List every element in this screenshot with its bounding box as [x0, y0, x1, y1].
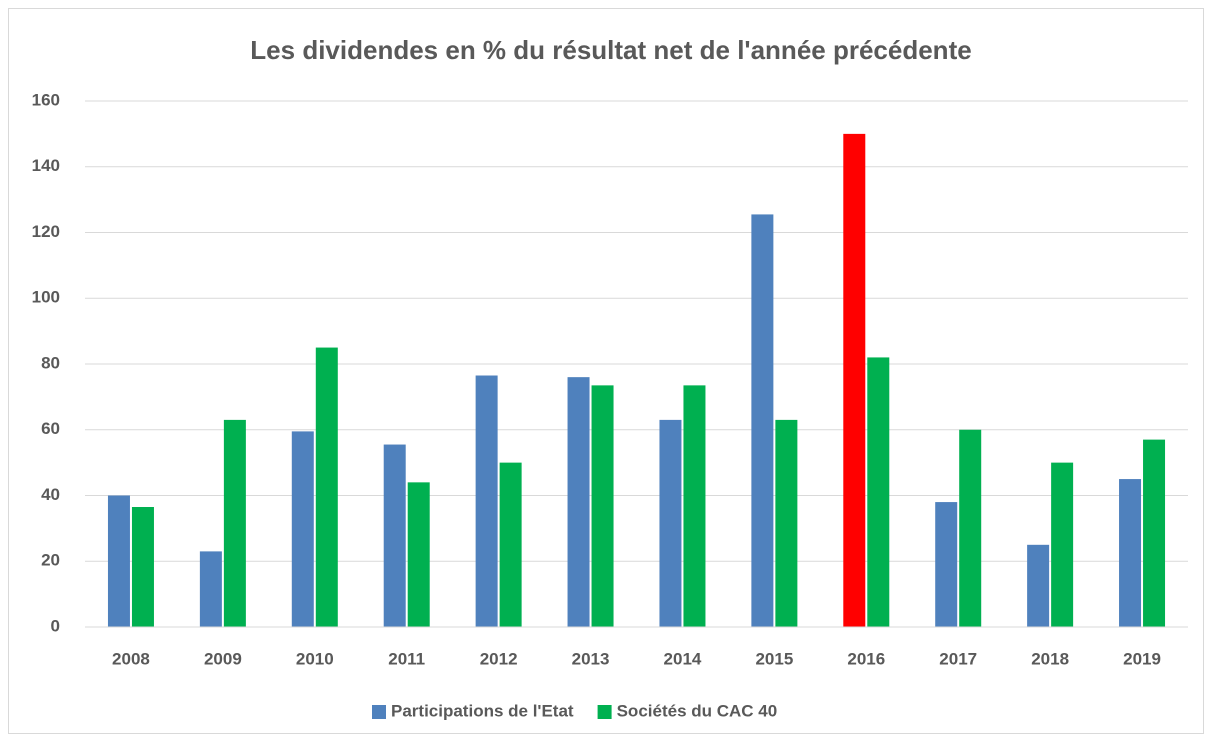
x-tick-label: 2010 — [296, 649, 334, 668]
bar — [1027, 544, 1050, 627]
legend-swatch — [597, 705, 612, 719]
legend-label: Participations de l'Etat — [391, 701, 574, 720]
bar — [1051, 462, 1074, 627]
bar — [1119, 479, 1142, 627]
bar — [383, 444, 406, 627]
bar — [223, 419, 246, 627]
bar — [499, 462, 522, 627]
x-tick-label: 2019 — [1123, 649, 1161, 668]
bar — [475, 375, 498, 627]
bar — [683, 385, 706, 627]
bar — [315, 347, 338, 627]
y-tick-label: 0 — [51, 616, 60, 635]
y-tick-label: 100 — [32, 288, 60, 307]
legend-label: Sociétés du CAC 40 — [617, 701, 778, 720]
x-tick-label: 2014 — [664, 649, 702, 668]
bar — [867, 357, 890, 627]
y-tick-label: 120 — [32, 222, 60, 241]
x-tick-label: 2013 — [572, 649, 610, 668]
bar — [959, 429, 982, 627]
x-tick-label: 2011 — [388, 649, 425, 668]
y-tick-label: 80 — [41, 353, 60, 372]
x-tick-label: 2009 — [204, 649, 242, 668]
bar — [291, 431, 314, 627]
y-tick-label: 60 — [41, 419, 60, 438]
x-tick-label: 2017 — [939, 649, 977, 668]
x-tick-label: 2008 — [112, 649, 150, 668]
x-tick-label: 2012 — [480, 649, 518, 668]
y-tick-label: 160 — [32, 90, 60, 109]
x-tick-label: 2015 — [755, 649, 793, 668]
bar — [131, 507, 154, 627]
bar — [659, 419, 682, 627]
x-tick-label: 2018 — [1031, 649, 1069, 668]
bar — [843, 133, 866, 627]
chart-title: Les dividendes en % du résultat net de l… — [250, 35, 971, 65]
bar — [935, 502, 958, 627]
y-tick-label: 40 — [41, 485, 60, 504]
bar — [775, 419, 798, 627]
bar — [107, 495, 130, 627]
bar — [567, 377, 590, 627]
legend-swatch — [372, 705, 386, 719]
y-tick-label: 140 — [32, 156, 60, 175]
bar — [407, 482, 430, 627]
y-tick-label: 20 — [41, 551, 60, 570]
bar — [751, 214, 774, 627]
x-tick-label: 2016 — [847, 649, 885, 668]
bar — [591, 385, 614, 627]
bar — [199, 551, 222, 627]
bar — [1143, 439, 1166, 627]
